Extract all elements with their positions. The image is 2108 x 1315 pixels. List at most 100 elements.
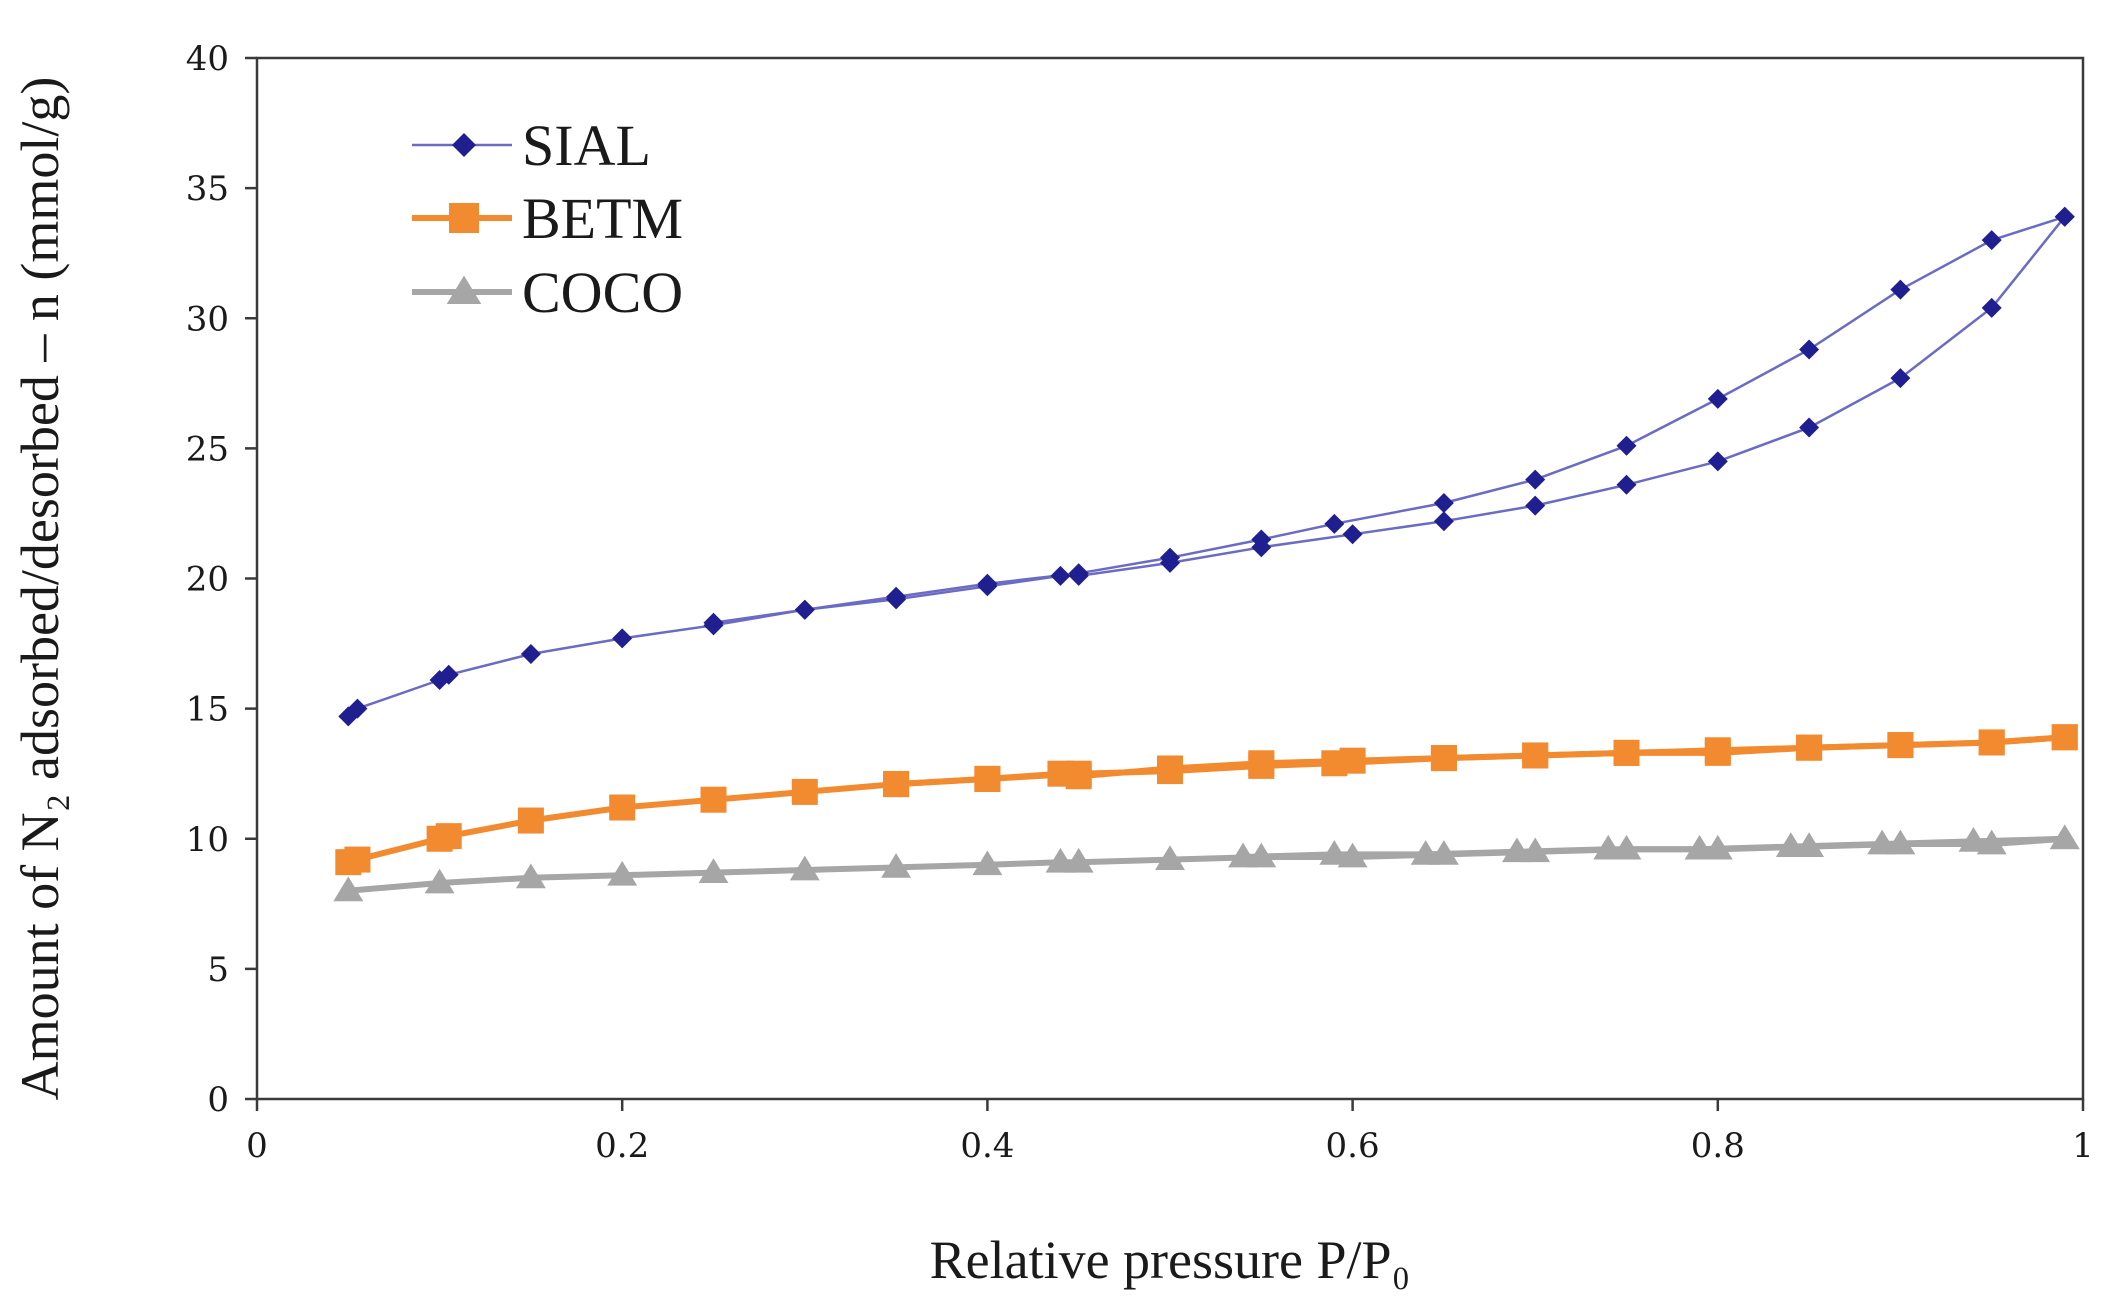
- data-point-sial: [1433, 511, 1454, 532]
- data-point-coco: [698, 858, 729, 883]
- x-tick-label: 1: [2072, 1126, 2094, 1166]
- data-point-betm: [1522, 742, 1549, 769]
- data-point-betm: [517, 807, 544, 834]
- data-point-coco: [2049, 824, 2080, 850]
- data-point-betm: [974, 765, 1001, 792]
- data-point-betm: [609, 794, 636, 821]
- x-tick-label: 0.6: [1326, 1126, 1380, 1166]
- data-point-betm: [700, 786, 727, 813]
- data-point-betm: [791, 778, 818, 805]
- data-point-betm: [1613, 739, 1640, 766]
- data-point-sial: [1160, 547, 1180, 568]
- data-point-coco: [1958, 827, 1989, 852]
- x-axis-ticks: 0 0.2 0.4 0.6 0.8 1: [246, 1099, 2094, 1166]
- data-point-coco: [515, 863, 546, 889]
- x-tick-label: 0.2: [595, 1126, 649, 1166]
- x-tick-label: 0.8: [1691, 1126, 1745, 1166]
- data-point-betm: [883, 771, 910, 798]
- y-axis-ticks: 0 5 10 15 20 25 30 35 40: [186, 39, 257, 1120]
- data-point-sial: [1324, 513, 1345, 534]
- series-betm-line-desorption: [893, 734, 2068, 788]
- data-point-sial: [612, 628, 633, 649]
- data-point-sial: [886, 586, 907, 607]
- data-point-sial: [1525, 469, 1546, 490]
- x-tick-label: 0: [246, 1126, 268, 1166]
- series-coco-line-desorption: [1240, 835, 2068, 860]
- data-point-coco: [607, 860, 638, 886]
- data-point-coco: [1410, 840, 1441, 865]
- legend-marker-betm: [449, 203, 479, 233]
- data-point-coco: [1319, 840, 1350, 865]
- data-point-coco: [1228, 842, 1258, 868]
- data-point-sial: [1616, 474, 1637, 495]
- data-point-coco: [1684, 834, 1715, 860]
- data-point-sial: [438, 664, 459, 685]
- series-sial: [338, 206, 2075, 727]
- data-point-sial: [794, 599, 815, 620]
- data-point-sial: [1799, 417, 1820, 438]
- data-point-betm: [1065, 760, 1092, 787]
- data-point-sial: [1890, 368, 1911, 389]
- data-point-sial: [1050, 565, 1071, 586]
- data-point-sial: [1707, 451, 1728, 472]
- data-point-betm: [344, 846, 371, 873]
- series-sial-line-desorption: [712, 215, 2066, 624]
- data-point-sial: [1251, 529, 1272, 550]
- legend: SIAL BETM COCO: [412, 113, 683, 325]
- y-tick-label: 0: [207, 1080, 229, 1120]
- data-point-sial: [703, 612, 724, 633]
- data-point-betm: [1248, 752, 1275, 779]
- data-point-sial: [1616, 435, 1637, 456]
- legend-marker-coco: [446, 275, 482, 304]
- data-point-betm: [435, 823, 462, 850]
- data-point-coco: [1867, 829, 1898, 855]
- legend-marker-sial: [452, 133, 476, 157]
- legend-label-sial: SIAL: [522, 113, 651, 178]
- x-axis-title: Relative pressure P/P₀: [930, 1230, 1411, 1290]
- legend-label-coco: COCO: [522, 260, 683, 325]
- y-tick-label: 35: [186, 169, 229, 209]
- data-point-sial: [1525, 495, 1546, 516]
- data-point-coco: [881, 853, 912, 878]
- data-point-sial: [1342, 524, 1363, 545]
- y-tick-label: 25: [186, 429, 229, 469]
- legend-label-betm: BETM: [522, 186, 683, 251]
- y-tick-label: 5: [207, 950, 229, 990]
- data-point-sial: [1981, 297, 2002, 318]
- data-point-sial: [977, 573, 998, 594]
- series-layer: [333, 206, 2080, 902]
- y-tick-label: 20: [186, 560, 229, 600]
- data-point-coco: [1775, 832, 1806, 857]
- x-tick-label: 0.4: [960, 1126, 1014, 1166]
- data-point-sial: [2054, 206, 2075, 227]
- data-point-coco: [1593, 834, 1624, 860]
- y-tick-label: 15: [186, 690, 229, 730]
- data-point-betm: [1157, 758, 1183, 785]
- data-point-sial: [520, 643, 541, 664]
- data-point-sial: [1433, 493, 1454, 514]
- data-point-coco: [1501, 837, 1532, 863]
- data-point-sial: [1981, 230, 2002, 251]
- y-tick-label: 10: [186, 820, 229, 860]
- data-point-betm: [2051, 724, 2078, 751]
- data-point-coco: [1063, 847, 1094, 873]
- data-point-betm: [1796, 734, 1823, 761]
- data-point-sial: [1890, 279, 1911, 300]
- data-point-betm: [1704, 739, 1731, 766]
- series-betm: [335, 724, 2078, 876]
- data-point-sial: [1799, 339, 1820, 360]
- y-tick-label: 30: [186, 299, 229, 339]
- data-point-betm: [1887, 732, 1914, 759]
- data-point-sial: [347, 698, 368, 719]
- data-point-betm: [1321, 750, 1348, 777]
- y-tick-label: 40: [186, 39, 229, 79]
- data-point-betm: [1978, 729, 2005, 756]
- data-point-coco: [972, 850, 1003, 876]
- data-point-sial: [1068, 563, 1089, 584]
- series-coco: [333, 824, 2080, 902]
- data-point-betm: [1430, 745, 1457, 772]
- y-axis-title: Amount of N₂ adsorbed/desorbed – n (mmol…: [10, 77, 70, 1101]
- data-point-coco: [424, 868, 455, 894]
